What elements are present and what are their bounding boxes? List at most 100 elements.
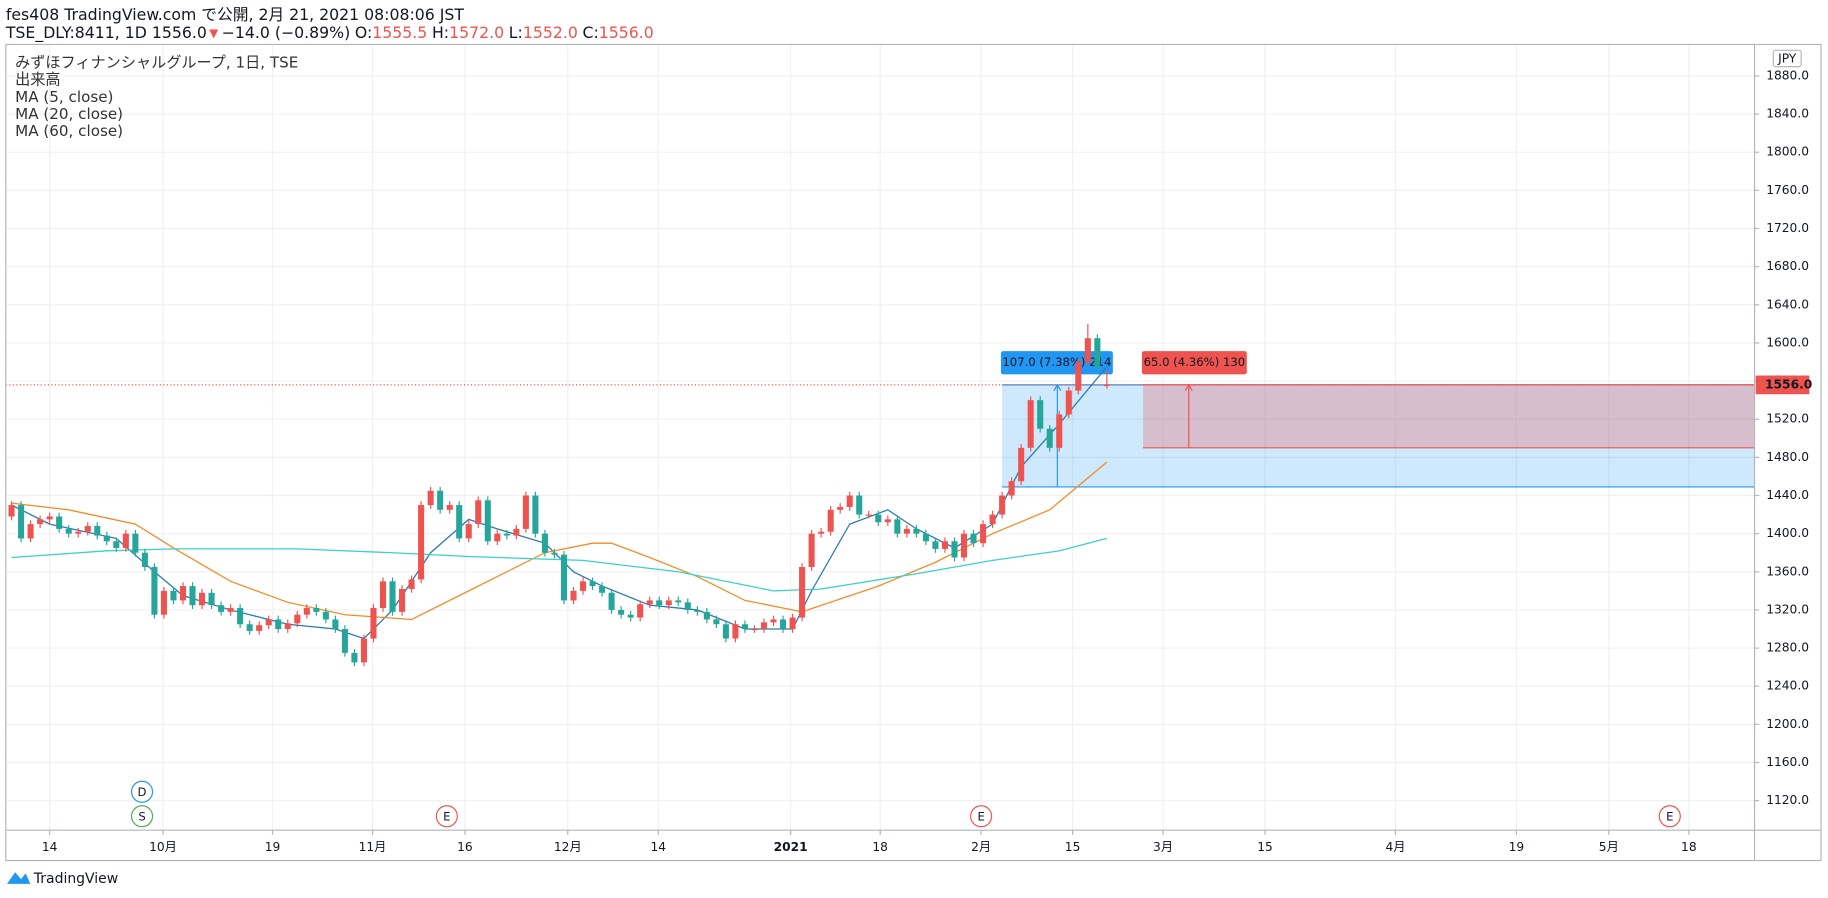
candle-body xyxy=(456,505,463,539)
chart-border xyxy=(5,43,1822,862)
candle-body xyxy=(627,614,634,618)
event-marker xyxy=(435,805,458,828)
currency: JPY xyxy=(1777,52,1797,66)
candle-body xyxy=(789,617,796,630)
change: −14.0 (−0.89%) xyxy=(222,22,351,41)
candle-body xyxy=(579,581,587,591)
candle-body xyxy=(780,619,787,630)
candle-body xyxy=(1056,414,1063,448)
candle-body xyxy=(360,638,367,663)
event-label: E xyxy=(977,809,984,823)
candle-body xyxy=(370,608,377,639)
candle-body xyxy=(903,528,910,534)
x-tick-label: 14 xyxy=(650,840,666,854)
candle-body xyxy=(341,629,348,653)
position-zone xyxy=(1143,384,1755,448)
candle-body xyxy=(94,526,101,536)
candle-body xyxy=(522,495,529,529)
x-tick-label: 2月 xyxy=(971,840,991,854)
y-tick-label: 1440.0 xyxy=(1766,488,1809,502)
candle-body xyxy=(694,609,701,612)
last-price-label: 1556.0 xyxy=(1765,377,1812,391)
candle-body xyxy=(332,619,339,630)
candle-body xyxy=(1065,390,1072,415)
candle-body xyxy=(237,608,244,625)
ohlc-key: H: xyxy=(432,22,449,41)
candle-body xyxy=(408,579,415,589)
y-tick-label: 1120.0 xyxy=(1766,793,1809,807)
y-tick-label: 1320.0 xyxy=(1766,602,1809,616)
legend-entry: MA (20, close) xyxy=(15,105,123,123)
candle-body xyxy=(275,619,282,630)
x-tick-label: 18 xyxy=(872,840,888,854)
x-tick-label: 3月 xyxy=(1153,840,1173,854)
candle-body xyxy=(513,528,520,536)
candle-body xyxy=(218,605,225,612)
candle-body xyxy=(399,588,406,612)
y-tick-label: 1520.0 xyxy=(1766,412,1809,426)
y-tick-label: 1800.0 xyxy=(1766,145,1809,159)
candle-body xyxy=(351,652,358,663)
y-tick-label: 1280.0 xyxy=(1766,641,1809,655)
legend-entry: みずほフィナンシャルグループ, 1日, TSE xyxy=(15,54,298,72)
candle-body xyxy=(551,552,558,555)
candle-body xyxy=(284,623,291,630)
candle-body xyxy=(103,535,110,542)
candle-body xyxy=(608,592,615,610)
candle-body xyxy=(484,500,491,542)
ohlc-key: O: xyxy=(355,22,372,41)
candle-body xyxy=(1103,384,1110,387)
candle-body xyxy=(389,581,396,612)
candle-body xyxy=(56,516,63,529)
moving-average xyxy=(11,537,1108,592)
candle-body xyxy=(922,533,929,542)
y-tick-label: 1160.0 xyxy=(1766,755,1809,769)
event-marker xyxy=(130,805,154,828)
candle-body xyxy=(27,524,34,539)
candle-body xyxy=(46,516,53,520)
candle-body xyxy=(1037,400,1044,429)
y-tick-label: 1400.0 xyxy=(1766,526,1809,540)
y-tick-label: 1480.0 xyxy=(1766,450,1809,464)
candle-body xyxy=(113,541,120,548)
ohlc-value: 1572.0 xyxy=(449,22,504,41)
candle-body xyxy=(656,600,663,606)
x-tick-label: 15 xyxy=(1065,840,1081,854)
event-label: E xyxy=(443,809,450,823)
candle-body xyxy=(541,533,548,553)
candle-body xyxy=(8,505,15,517)
position-label: 107.0 (7.38%) 214 xyxy=(1002,355,1111,369)
candle-body xyxy=(494,533,501,542)
brand: TradingView xyxy=(33,871,118,887)
candle-body xyxy=(713,619,720,625)
event-marker xyxy=(130,780,154,803)
x-tick-label: 2021 xyxy=(774,840,808,854)
candle-body xyxy=(703,611,710,620)
event-marker xyxy=(970,805,993,828)
candle-body xyxy=(818,531,825,534)
candle-body xyxy=(437,490,444,510)
candle-body xyxy=(265,619,272,626)
ohlc-key: C: xyxy=(583,22,599,41)
candle-body xyxy=(732,624,739,639)
last-price-box xyxy=(1755,375,1810,395)
candle-body xyxy=(532,495,539,534)
candle-body xyxy=(865,514,872,516)
candle-body xyxy=(684,602,691,610)
y-tick-label: 1720.0 xyxy=(1766,221,1809,235)
event-label: S xyxy=(138,809,145,823)
candle-body xyxy=(303,608,310,615)
x-tick-label: 5月 xyxy=(1599,840,1619,854)
candle-body xyxy=(256,625,263,631)
candle-body xyxy=(846,495,853,507)
candle-body xyxy=(427,490,434,506)
candle-body xyxy=(132,533,139,553)
candle-body xyxy=(122,533,129,548)
candle-body xyxy=(808,533,815,568)
candle-body xyxy=(570,590,577,601)
ohlc-key: L: xyxy=(509,22,523,41)
candle-body xyxy=(722,624,729,639)
candle-body xyxy=(37,519,44,525)
x-tick-label: 19 xyxy=(1509,840,1525,854)
candle-body xyxy=(970,533,977,544)
